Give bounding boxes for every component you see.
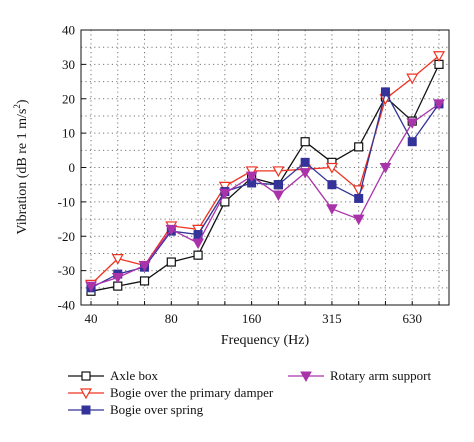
data-point (327, 180, 337, 190)
series-rotary-arm-support (85, 99, 445, 293)
legend: Axle box Bogie over the primary damper B… (68, 368, 431, 417)
data-point (406, 118, 419, 129)
data-point (166, 257, 176, 267)
data-point (272, 190, 285, 202)
data-point (138, 260, 151, 272)
y-tick-label: -30 (58, 263, 75, 278)
x-tick-label: 40 (85, 311, 98, 326)
square-open-marker-icon (81, 371, 91, 381)
y-tick-label: -40 (58, 298, 75, 313)
data-point (325, 162, 338, 174)
legend-label-bogie-over-spring: Bogie over spring (110, 402, 204, 417)
y-tick-label: 30 (62, 57, 75, 72)
legend-item-bogie-over-spring: Bogie over spring (68, 402, 204, 417)
series-line-rotary-arm-support (90, 103, 440, 287)
data-point (407, 137, 417, 147)
x-tick-label: 630 (402, 311, 422, 326)
x-tick-label: 315 (322, 311, 342, 326)
y-tick-label: 10 (62, 126, 75, 141)
y-tick-label: -10 (58, 194, 75, 209)
data-point (352, 185, 365, 197)
data-point (352, 214, 365, 226)
data-point (139, 276, 150, 286)
x-axis-title: Frequency (Hz) (221, 333, 310, 348)
y-tick-label: 20 (62, 91, 75, 106)
series-bogie-over-the-primary-damper (84, 51, 446, 291)
data-point (300, 157, 310, 167)
data-point (165, 224, 178, 236)
y-tick-label: 0 (69, 160, 76, 175)
triangle-down-filled-marker-icon (300, 371, 312, 383)
y-tick-label: 40 (62, 23, 75, 38)
data-point (354, 193, 364, 203)
data-point (192, 238, 204, 250)
data-point (433, 99, 445, 110)
legend-item-primary-damper: Bogie over the primary damper (68, 385, 274, 400)
series-line-bogie-over-spring (90, 90, 440, 289)
data-point (272, 166, 285, 178)
x-tick-label: 80 (165, 311, 178, 326)
data-point (111, 253, 124, 265)
data-point (85, 281, 97, 293)
data-point (326, 204, 338, 215)
legend-label-axle-box: Axle box (110, 368, 159, 383)
legend-label-rotary-arm-support: Rotary arm support (330, 368, 431, 383)
data-point (300, 137, 310, 147)
x-axis-ticks: 40 80 160 315 630 (85, 301, 440, 326)
data-point (273, 180, 283, 190)
y-tick-label: -20 (58, 229, 75, 244)
data-point (406, 73, 419, 85)
legend-item-axle-box: Axle box (68, 368, 159, 383)
data-point (245, 166, 258, 178)
y-axis-title: Vibration (dB re 1 m/s2) (12, 99, 30, 234)
legend-item-rotary-arm-support: Rotary arm support (288, 368, 431, 383)
data-point (354, 142, 364, 152)
y-axis-ticks: -40 -30 -20 -10 0 10 20 30 40 (58, 23, 86, 313)
data-point (379, 163, 392, 174)
x-tick-label: 160 (242, 311, 262, 326)
data-point (432, 51, 446, 63)
data-point (193, 250, 203, 260)
data-point (299, 168, 312, 179)
series-lines (84, 51, 446, 296)
legend-label-primary-damper: Bogie over the primary damper (110, 385, 274, 400)
square-filled-marker-icon (81, 405, 91, 415)
data-point (218, 188, 231, 200)
data-point (380, 87, 390, 97)
data-point (218, 181, 231, 193)
data-point (111, 273, 124, 284)
triangle-down-open-marker-icon (79, 388, 93, 400)
data-point (245, 171, 258, 183)
